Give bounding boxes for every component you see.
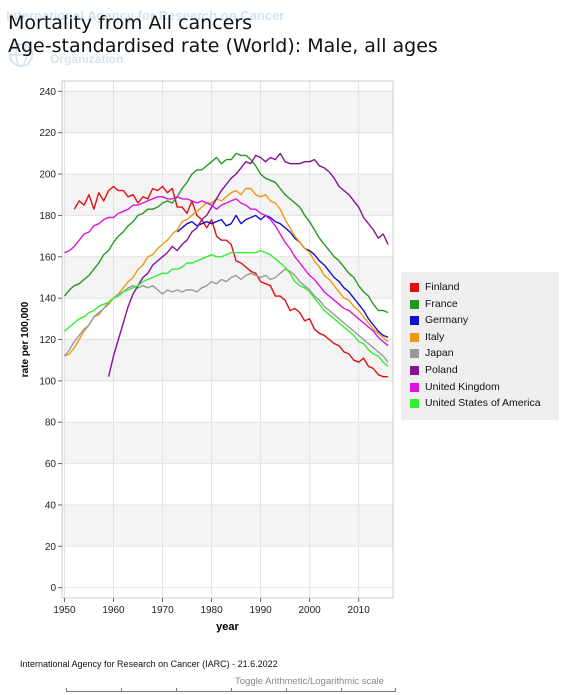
legend-swatch [410,316,419,326]
source-footer: International Agency for Research on Can… [20,659,278,669]
y-tick-label: 20 [45,542,57,553]
y-tick-label: 60 [45,459,57,470]
x-tick-label: 1960 [102,605,125,616]
x-tick-label: 1990 [249,605,272,616]
legend-swatch [410,299,419,309]
x-tick-label: 1950 [53,605,76,616]
y-tick-label: 140 [39,294,56,305]
chart-legend: Finland France Germany Italy Japan Poland Unit… [401,272,559,420]
series-line-japan [63,268,389,363]
legend-label: Finland [425,281,460,293]
grid-band [62,174,393,216]
line-chart: 0 20 40 60 80 100 120 140 160 180 200 220 240 1950 19… [20,80,394,633]
chart-title: Mortality from All cancers Age-standardi… [8,12,438,58]
legend-swatch [410,382,419,392]
legend-swatch [410,332,419,342]
legend-swatch [410,283,419,292]
watermark-text-line1: International Agency for Research on Can… [6,8,285,23]
y-tick-label: 40 [45,500,57,511]
x-tick-label: 2010 [348,605,371,616]
legend-label: Poland [425,364,458,376]
legend-label: Germany [425,314,469,327]
y-tick-label: 100 [39,376,56,387]
grid-band [62,339,393,381]
y-tick-label: 220 [39,128,56,139]
legend-swatch [410,399,419,409]
chart-title-line1: Mortality from All cancers [8,12,253,34]
legend-swatch [410,366,419,375]
y-tick-label: 120 [39,335,56,346]
y-tick-label: 160 [39,252,56,263]
bottom-divider [66,688,396,692]
grid-band [62,504,393,547]
grid-band [62,422,393,464]
x-tick-label: 2000 [299,605,322,616]
grid-band [62,91,393,133]
series-line-poland [107,152,389,377]
x-tick-label: 1970 [151,605,174,616]
x-axis-label: year [216,621,239,633]
legend-label: Japan [425,347,454,360]
series-line-united-states-of-america [64,249,389,367]
legend-label: United Kingdom [425,380,500,393]
y-tick-label: 80 [45,418,57,429]
chart-title-line2: Age-standardised rate (World): Male, all… [8,35,438,57]
y-tick-label: 240 [39,87,56,98]
series-line-france [63,152,389,314]
iarc-watermark-logo: International Agency for Research on Can… [6,8,306,68]
series-line-germany [176,214,389,339]
legend-label: France [425,297,458,310]
series-line-finland [73,185,389,378]
legend-label: Italy [425,330,445,343]
globe-icon [9,43,33,67]
series-line-united-kingdom [64,196,389,347]
y-tick-label: 0 [50,583,56,594]
toggle-scale-link[interactable]: Toggle Arithmetic/Logarithmic scale [235,676,384,687]
legend-swatch [410,349,419,359]
y-tick-label: 200 [39,170,56,181]
y-axis-label: rate per 100,000 [20,301,31,377]
y-tick-label: 180 [39,211,56,222]
grid-band [62,256,393,299]
x-tick-label: 1980 [200,605,223,616]
legend-label: United States of America [425,397,541,410]
watermark-text-line2: Organization [50,52,124,66]
